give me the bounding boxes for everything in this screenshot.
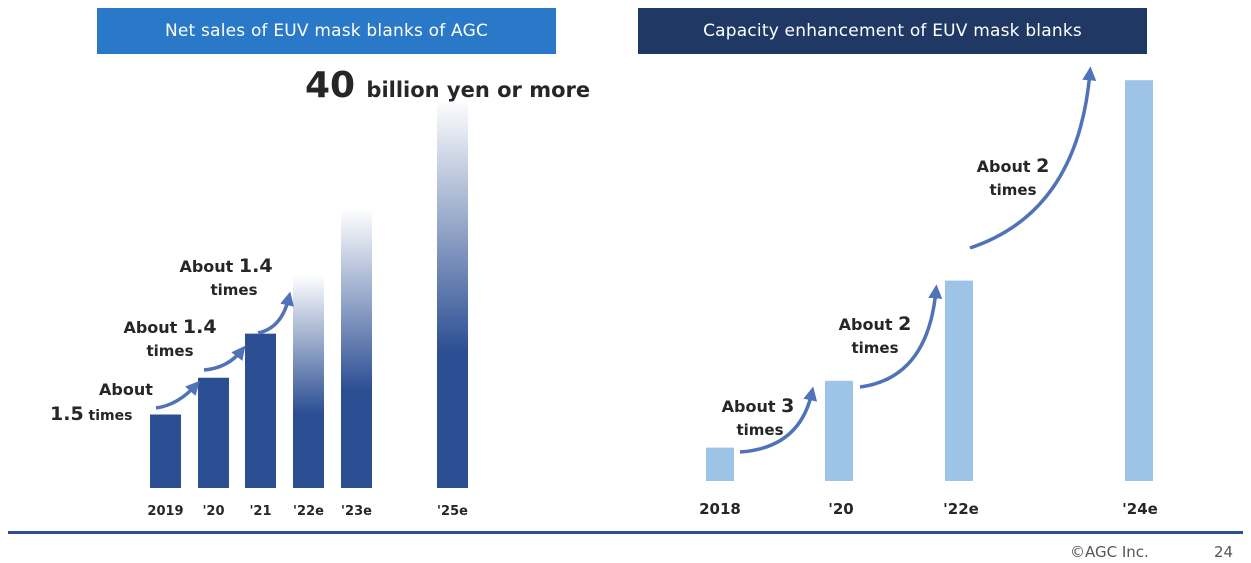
bar-left-0 (150, 414, 181, 488)
x-tick-left-2: '21 (249, 504, 271, 519)
growth-right-1-text: times (851, 339, 898, 357)
growth-left-2-line0: About 1.4 (179, 255, 272, 277)
growth-left-0-line0: About (99, 380, 153, 399)
growth-right-1-text: 2 (898, 313, 911, 335)
growth-right-1-line0: About 2 (839, 313, 912, 335)
top-annotation-text: billion yen or more (359, 78, 590, 102)
growth-right-0-text: 3 (781, 395, 794, 417)
growth-right-2-text: About (977, 157, 1036, 176)
x-tick-right-0: 2018 (699, 500, 741, 518)
bar-left-1 (198, 377, 229, 488)
growth-arrow-right-0 (739, 386, 818, 454)
right-chart-title: Capacity enhancement of EUV mask blanks (638, 8, 1147, 54)
top-annotation-number: 40 (305, 65, 355, 106)
growth-left-1-text: 1.4 (183, 316, 217, 338)
growth-left-1-text: About (123, 318, 182, 337)
bar-left-5 (437, 98, 468, 488)
growth-right-0-line1: times (736, 421, 783, 439)
growth-arrow-right-2 (969, 66, 1097, 250)
growth-left-0-text: About (99, 380, 153, 399)
growth-left-1-line1: times (146, 342, 193, 360)
growth-arrow-left-0 (155, 380, 200, 410)
growth-right-0-line0: About 3 (722, 395, 795, 417)
bar-left-2 (245, 333, 276, 488)
growth-right-0-text: About (722, 397, 781, 416)
bar-right-1 (825, 380, 853, 481)
growth-left-0-text: 1.5 (50, 403, 84, 425)
growth-right-1-text: About (839, 315, 898, 334)
x-tick-left-1: '20 (202, 504, 224, 519)
growth-left-2-text: times (210, 281, 257, 299)
footer-rule (8, 531, 1243, 534)
x-tick-right-1: '20 (828, 500, 853, 518)
bar-right-0 (706, 447, 734, 481)
copyright-text: ©AGC Inc. (1070, 543, 1149, 561)
growth-right-2-line1: times (989, 181, 1036, 199)
growth-left-0-text: times (84, 408, 133, 424)
bar-left-4 (341, 208, 372, 488)
growth-right-2-line0: About 2 (977, 155, 1050, 177)
bar-right-3 (1125, 80, 1153, 481)
left-chart-title: Net sales of EUV mask blanks of AGC (97, 8, 556, 54)
growth-left-1-line0: About 1.4 (123, 316, 216, 338)
growth-left-0-line1: 1.5 times (50, 403, 132, 425)
growth-arrow-left-1 (203, 345, 246, 372)
growth-left-2-text: About (179, 257, 238, 276)
growth-left-2-text: 1.4 (239, 255, 273, 277)
x-tick-left-0: 2019 (147, 504, 183, 519)
growth-arrow-left-2 (257, 291, 294, 335)
growth-right-0-text: times (736, 421, 783, 439)
growth-right-2-text: 2 (1036, 155, 1049, 177)
top-annotation: 40 billion yen or more (305, 65, 590, 106)
growth-right-2-text: times (989, 181, 1036, 199)
growth-left-2-line1: times (210, 281, 257, 299)
x-tick-right-3: '24e (1122, 500, 1158, 518)
bar-left-3 (293, 274, 324, 488)
growth-left-1-text: times (146, 342, 193, 360)
bar-right-2 (945, 280, 973, 481)
x-tick-left-4: '23e (341, 504, 372, 519)
x-tick-left-3: '22e (293, 504, 324, 519)
growth-arrow-right-1 (859, 284, 943, 389)
page-number: 24 (1214, 543, 1234, 561)
x-tick-right-2: '22e (943, 500, 979, 518)
growth-right-1-line1: times (851, 339, 898, 357)
x-tick-left-5: '25e (437, 504, 468, 519)
